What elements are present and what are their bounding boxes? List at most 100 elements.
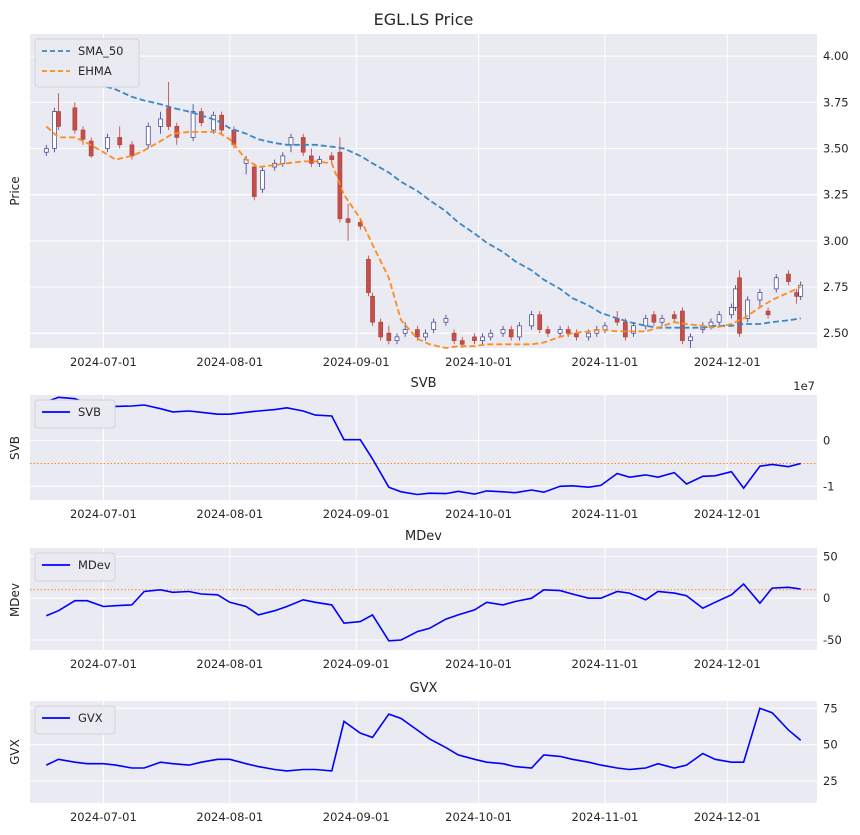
x-tick-label: 2024-10-01	[445, 507, 512, 521]
candle-down	[72, 107, 78, 131]
panel-svb: -1 0 2024-07-01 2024-08-01 2024-09-01 2024-10…	[8, 376, 834, 521]
x-tick-label: 2024-09-01	[323, 355, 390, 369]
candle-up	[557, 329, 563, 334]
candle-up	[105, 137, 110, 149]
x-tick-label: 2024-08-01	[196, 810, 263, 824]
legend-label: SMA_50	[78, 44, 123, 58]
x-tick-label: 2024-10-01	[445, 657, 512, 671]
plot-area	[30, 34, 817, 348]
candle-up	[688, 336, 693, 341]
legend-box	[34, 705, 116, 735]
axis-offset-label: 1e7	[793, 379, 815, 393]
candle-down	[651, 314, 657, 323]
x-tick-label: 2024-08-01	[196, 657, 263, 671]
candle-down	[671, 314, 677, 319]
chart-title: EGL.LS Price	[374, 10, 474, 29]
candle-down	[251, 166, 257, 197]
x-tick-label: 2024-11-01	[572, 507, 639, 521]
candle-down	[56, 111, 61, 127]
chart-title: MDev	[405, 529, 442, 544]
series-line-gvx	[45, 707, 802, 772]
x-tick-label: 2024-07-01	[70, 657, 137, 671]
series-line-svb	[46, 396, 801, 496]
legend-label: MDev	[78, 558, 111, 572]
candle-down	[537, 314, 543, 330]
series-line-mdev	[45, 582, 801, 642]
candle-down	[366, 258, 371, 293]
legend: MDev	[34, 552, 116, 582]
candle-up	[211, 114, 216, 131]
series-line-ehma	[45, 125, 802, 349]
legend-box	[34, 399, 116, 429]
y-axis-label: GVX	[8, 739, 22, 765]
panel-gvx: 25 50 75 2024-07-01 2024-08-01 2024-09-01 2024…	[8, 681, 838, 824]
candle-down	[472, 336, 477, 341]
x-tick-label: 2024-11-01	[572, 810, 639, 824]
x-tick-label: 2024-12-01	[694, 810, 761, 824]
y-tick-label: 3.00	[823, 234, 849, 248]
candle-up	[260, 170, 265, 190]
y-tick-label: 3.75	[823, 95, 849, 109]
candle-down	[622, 321, 628, 338]
y-tick-label: 3.50	[823, 142, 849, 156]
x-tick-label: 2024-08-01	[196, 507, 263, 521]
legend-label: GVX	[78, 711, 103, 725]
candle-up	[52, 111, 57, 149]
candle-down	[786, 273, 791, 282]
x-tick-label: 2024-09-01	[323, 507, 390, 521]
x-tick-label: 2024-11-01	[572, 657, 639, 671]
y-tick-label: 50	[823, 738, 838, 752]
candle-up	[757, 292, 763, 301]
candle-up	[745, 299, 751, 319]
candle-up	[631, 325, 636, 334]
series-line-sma-50	[45, 46, 801, 329]
candle-up	[402, 329, 408, 334]
candle-up	[394, 336, 400, 341]
candle-up	[516, 325, 522, 338]
candle-down	[545, 329, 551, 334]
candle-down	[129, 144, 135, 157]
candle-up	[733, 288, 738, 308]
y-axis-label: MDev	[8, 583, 22, 617]
candle-down	[765, 310, 771, 316]
y-tick-label: -50	[823, 633, 842, 647]
candle-down	[166, 107, 171, 127]
candle-down	[337, 151, 343, 220]
y-tick-label: 75	[823, 701, 838, 715]
legend: SVB	[34, 399, 116, 429]
x-tick-label: 2024-07-01	[70, 355, 137, 369]
legend-label: SVB	[78, 405, 101, 419]
candle-down	[329, 155, 335, 160]
candle-up	[431, 321, 437, 330]
chart-title: SVB	[410, 376, 436, 391]
candle-down	[370, 295, 375, 323]
candle-up	[586, 332, 591, 338]
x-tick-label: 2024-07-01	[70, 810, 137, 824]
candle-down	[386, 332, 392, 341]
y-tick-label: 2.75	[823, 280, 849, 294]
y-tick-label: 4.00	[823, 49, 849, 63]
candle-up	[708, 321, 714, 327]
y-tick-label: 2.50	[823, 326, 849, 340]
candle-up	[158, 118, 163, 127]
y-axis-label: Price	[8, 176, 22, 205]
y-tick-label: 0	[823, 591, 830, 605]
candle-down	[198, 111, 204, 124]
x-tick-label: 2024-11-01	[572, 355, 639, 369]
plot-area	[30, 701, 817, 803]
x-tick-label: 2024-12-01	[694, 507, 761, 521]
candle-up	[480, 336, 485, 341]
legend: SMA_50 EHMA	[34, 38, 140, 88]
x-tick-label: 2024-08-01	[196, 355, 263, 369]
legend: GVX	[34, 705, 116, 735]
x-tick-label: 2024-09-01	[323, 810, 390, 824]
candle-down	[737, 277, 742, 334]
candle-down	[88, 140, 94, 157]
candle-down	[680, 310, 685, 341]
candle-down	[357, 222, 363, 227]
candle-up	[280, 155, 286, 164]
y-axis-label: SVB	[8, 436, 22, 460]
candle-down	[174, 126, 180, 138]
candle-up	[443, 318, 449, 323]
